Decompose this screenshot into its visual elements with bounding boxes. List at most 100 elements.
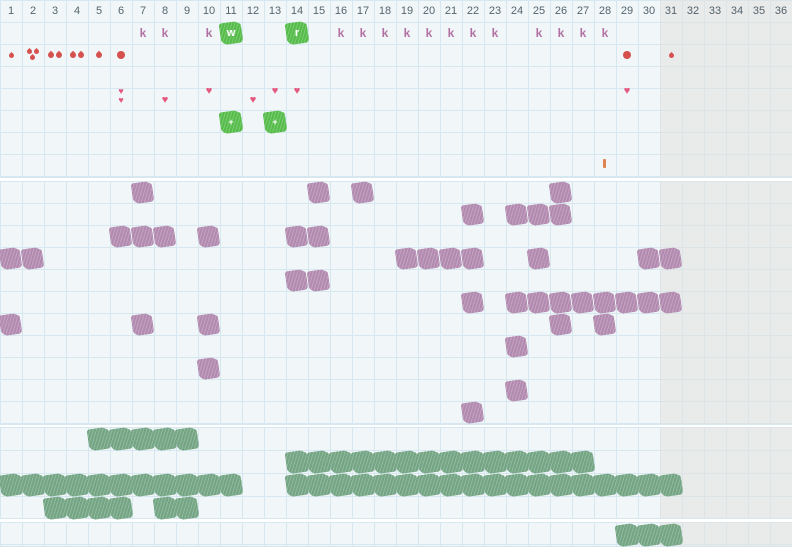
symptom-mark[interactable] xyxy=(309,271,328,290)
symptom-mark[interactable] xyxy=(551,315,570,334)
symptom-mark[interactable] xyxy=(573,293,592,312)
symptom-mark[interactable] xyxy=(287,271,306,290)
symptom-mark[interactable] xyxy=(463,249,482,268)
symptom-mark[interactable] xyxy=(639,293,658,312)
symptom-mark[interactable] xyxy=(529,249,548,268)
category-mark-green[interactable] xyxy=(67,498,87,518)
symptom-mark[interactable] xyxy=(199,359,218,378)
heart-mark[interactable]: ♥ xyxy=(264,86,286,97)
category-mark-green[interactable] xyxy=(177,498,197,518)
category-mark-green[interactable] xyxy=(199,475,219,495)
category-mark-green[interactable] xyxy=(595,475,615,495)
panel-symptom-marks[interactable] xyxy=(0,181,792,425)
symptom-mark[interactable] xyxy=(309,227,328,246)
category-mark-green[interactable] xyxy=(419,452,439,472)
symptom-mark[interactable] xyxy=(353,183,372,202)
category-mark-green[interactable] xyxy=(507,452,527,472)
symptom-mark[interactable] xyxy=(199,315,218,334)
category-mark-green[interactable] xyxy=(287,475,307,495)
event-blob-w[interactable]: w xyxy=(221,23,241,43)
category-mark-green[interactable] xyxy=(551,452,571,472)
k-mark[interactable]: k xyxy=(205,26,213,40)
symptom-mark[interactable] xyxy=(551,293,570,312)
panel-cycle-events[interactable]: 1 2 3 4 5 6 7 8 9 10 11 12 13 14 15 16 17 18 19 20 21 22 23 24 2… xyxy=(0,0,792,178)
symptom-mark[interactable] xyxy=(551,183,570,202)
k-mark[interactable]: k xyxy=(601,26,609,40)
heart-mark[interactable]: ♥ xyxy=(616,86,638,97)
note-mark[interactable] xyxy=(603,159,606,168)
category-mark-green[interactable] xyxy=(375,452,395,472)
category-mark-green[interactable] xyxy=(331,452,351,472)
panel-category-bottom[interactable] xyxy=(0,522,792,547)
k-mark[interactable]: k xyxy=(139,26,147,40)
bleeding-mark-drop-double[interactable] xyxy=(66,44,88,66)
symptom-mark[interactable] xyxy=(199,227,218,246)
symptom-mark[interactable] xyxy=(507,293,526,312)
category-mark-green[interactable] xyxy=(45,475,65,495)
plus-blob[interactable]: + xyxy=(221,112,241,132)
symptom-mark[interactable] xyxy=(507,337,526,356)
category-mark-green[interactable] xyxy=(111,475,131,495)
category-mark-green[interactable] xyxy=(133,429,153,449)
category-mark-green[interactable] xyxy=(287,452,307,472)
k-mark[interactable]: k xyxy=(359,26,367,40)
category-mark-green[interactable] xyxy=(419,475,439,495)
k-mark[interactable]: k xyxy=(557,26,565,40)
bleeding-mark-dot[interactable] xyxy=(110,44,132,66)
symptom-mark[interactable] xyxy=(111,227,130,246)
heart-mark[interactable]: ♥ ♥ xyxy=(110,87,132,105)
category-mark-green[interactable] xyxy=(111,498,131,518)
category-mark-green[interactable] xyxy=(177,475,197,495)
category-mark-green[interactable] xyxy=(529,452,549,472)
symptom-mark[interactable] xyxy=(639,249,658,268)
category-mark-green[interactable] xyxy=(155,498,175,518)
plus-blob[interactable]: + xyxy=(265,112,285,132)
heart-mark[interactable]: ♥ xyxy=(154,95,176,106)
category-mark-green[interactable] xyxy=(111,429,131,449)
category-mark-green[interactable] xyxy=(45,498,65,518)
symptom-mark[interactable] xyxy=(463,205,482,224)
k-mark[interactable]: k xyxy=(535,26,543,40)
category-mark-green[interactable] xyxy=(89,475,109,495)
category-mark-green[interactable] xyxy=(573,475,593,495)
category-mark-green[interactable] xyxy=(397,452,417,472)
heart-mark[interactable]: ♥ xyxy=(286,86,308,97)
category-mark-green[interactable] xyxy=(573,452,593,472)
bleeding-mark-drop-double[interactable] xyxy=(44,44,66,66)
symptom-mark[interactable] xyxy=(551,205,570,224)
bleeding-mark-drop-small[interactable] xyxy=(660,44,682,66)
symptom-mark[interactable] xyxy=(529,205,548,224)
k-mark[interactable]: k xyxy=(425,26,433,40)
category-mark-green[interactable] xyxy=(89,429,109,449)
category-mark-green[interactable] xyxy=(309,475,329,495)
symptom-mark[interactable] xyxy=(287,227,306,246)
symptom-mark[interactable] xyxy=(419,249,438,268)
bleeding-mark-drop-small[interactable] xyxy=(0,44,22,66)
symptom-mark[interactable] xyxy=(1,315,20,334)
symptom-mark[interactable] xyxy=(133,183,152,202)
category-mark-green[interactable] xyxy=(331,475,351,495)
category-mark-green[interactable] xyxy=(155,475,175,495)
category-mark-green[interactable] xyxy=(353,452,373,472)
symptom-mark[interactable] xyxy=(463,293,482,312)
category-mark-green[interactable] xyxy=(661,475,681,495)
k-mark[interactable]: k xyxy=(403,26,411,40)
category-mark-green[interactable] xyxy=(375,475,395,495)
symptom-mark[interactable] xyxy=(133,315,152,334)
category-mark-green[interactable] xyxy=(221,475,241,495)
bleeding-mark-drop-triple[interactable] xyxy=(22,44,44,66)
k-mark[interactable]: k xyxy=(161,26,169,40)
symptom-mark[interactable] xyxy=(617,293,636,312)
symptom-mark[interactable] xyxy=(507,205,526,224)
category-mark-green[interactable] xyxy=(617,475,637,495)
category-mark-green[interactable] xyxy=(67,475,87,495)
category-mark-green[interactable] xyxy=(639,525,659,545)
category-mark-green[interactable] xyxy=(529,475,549,495)
bleeding-mark-drop[interactable] xyxy=(88,44,110,66)
category-mark-green[interactable] xyxy=(639,475,659,495)
symptom-mark[interactable] xyxy=(529,293,548,312)
category-mark-green[interactable] xyxy=(463,475,483,495)
category-mark-green[interactable] xyxy=(551,475,571,495)
symptom-mark[interactable] xyxy=(441,249,460,268)
symptom-mark[interactable] xyxy=(507,381,526,400)
